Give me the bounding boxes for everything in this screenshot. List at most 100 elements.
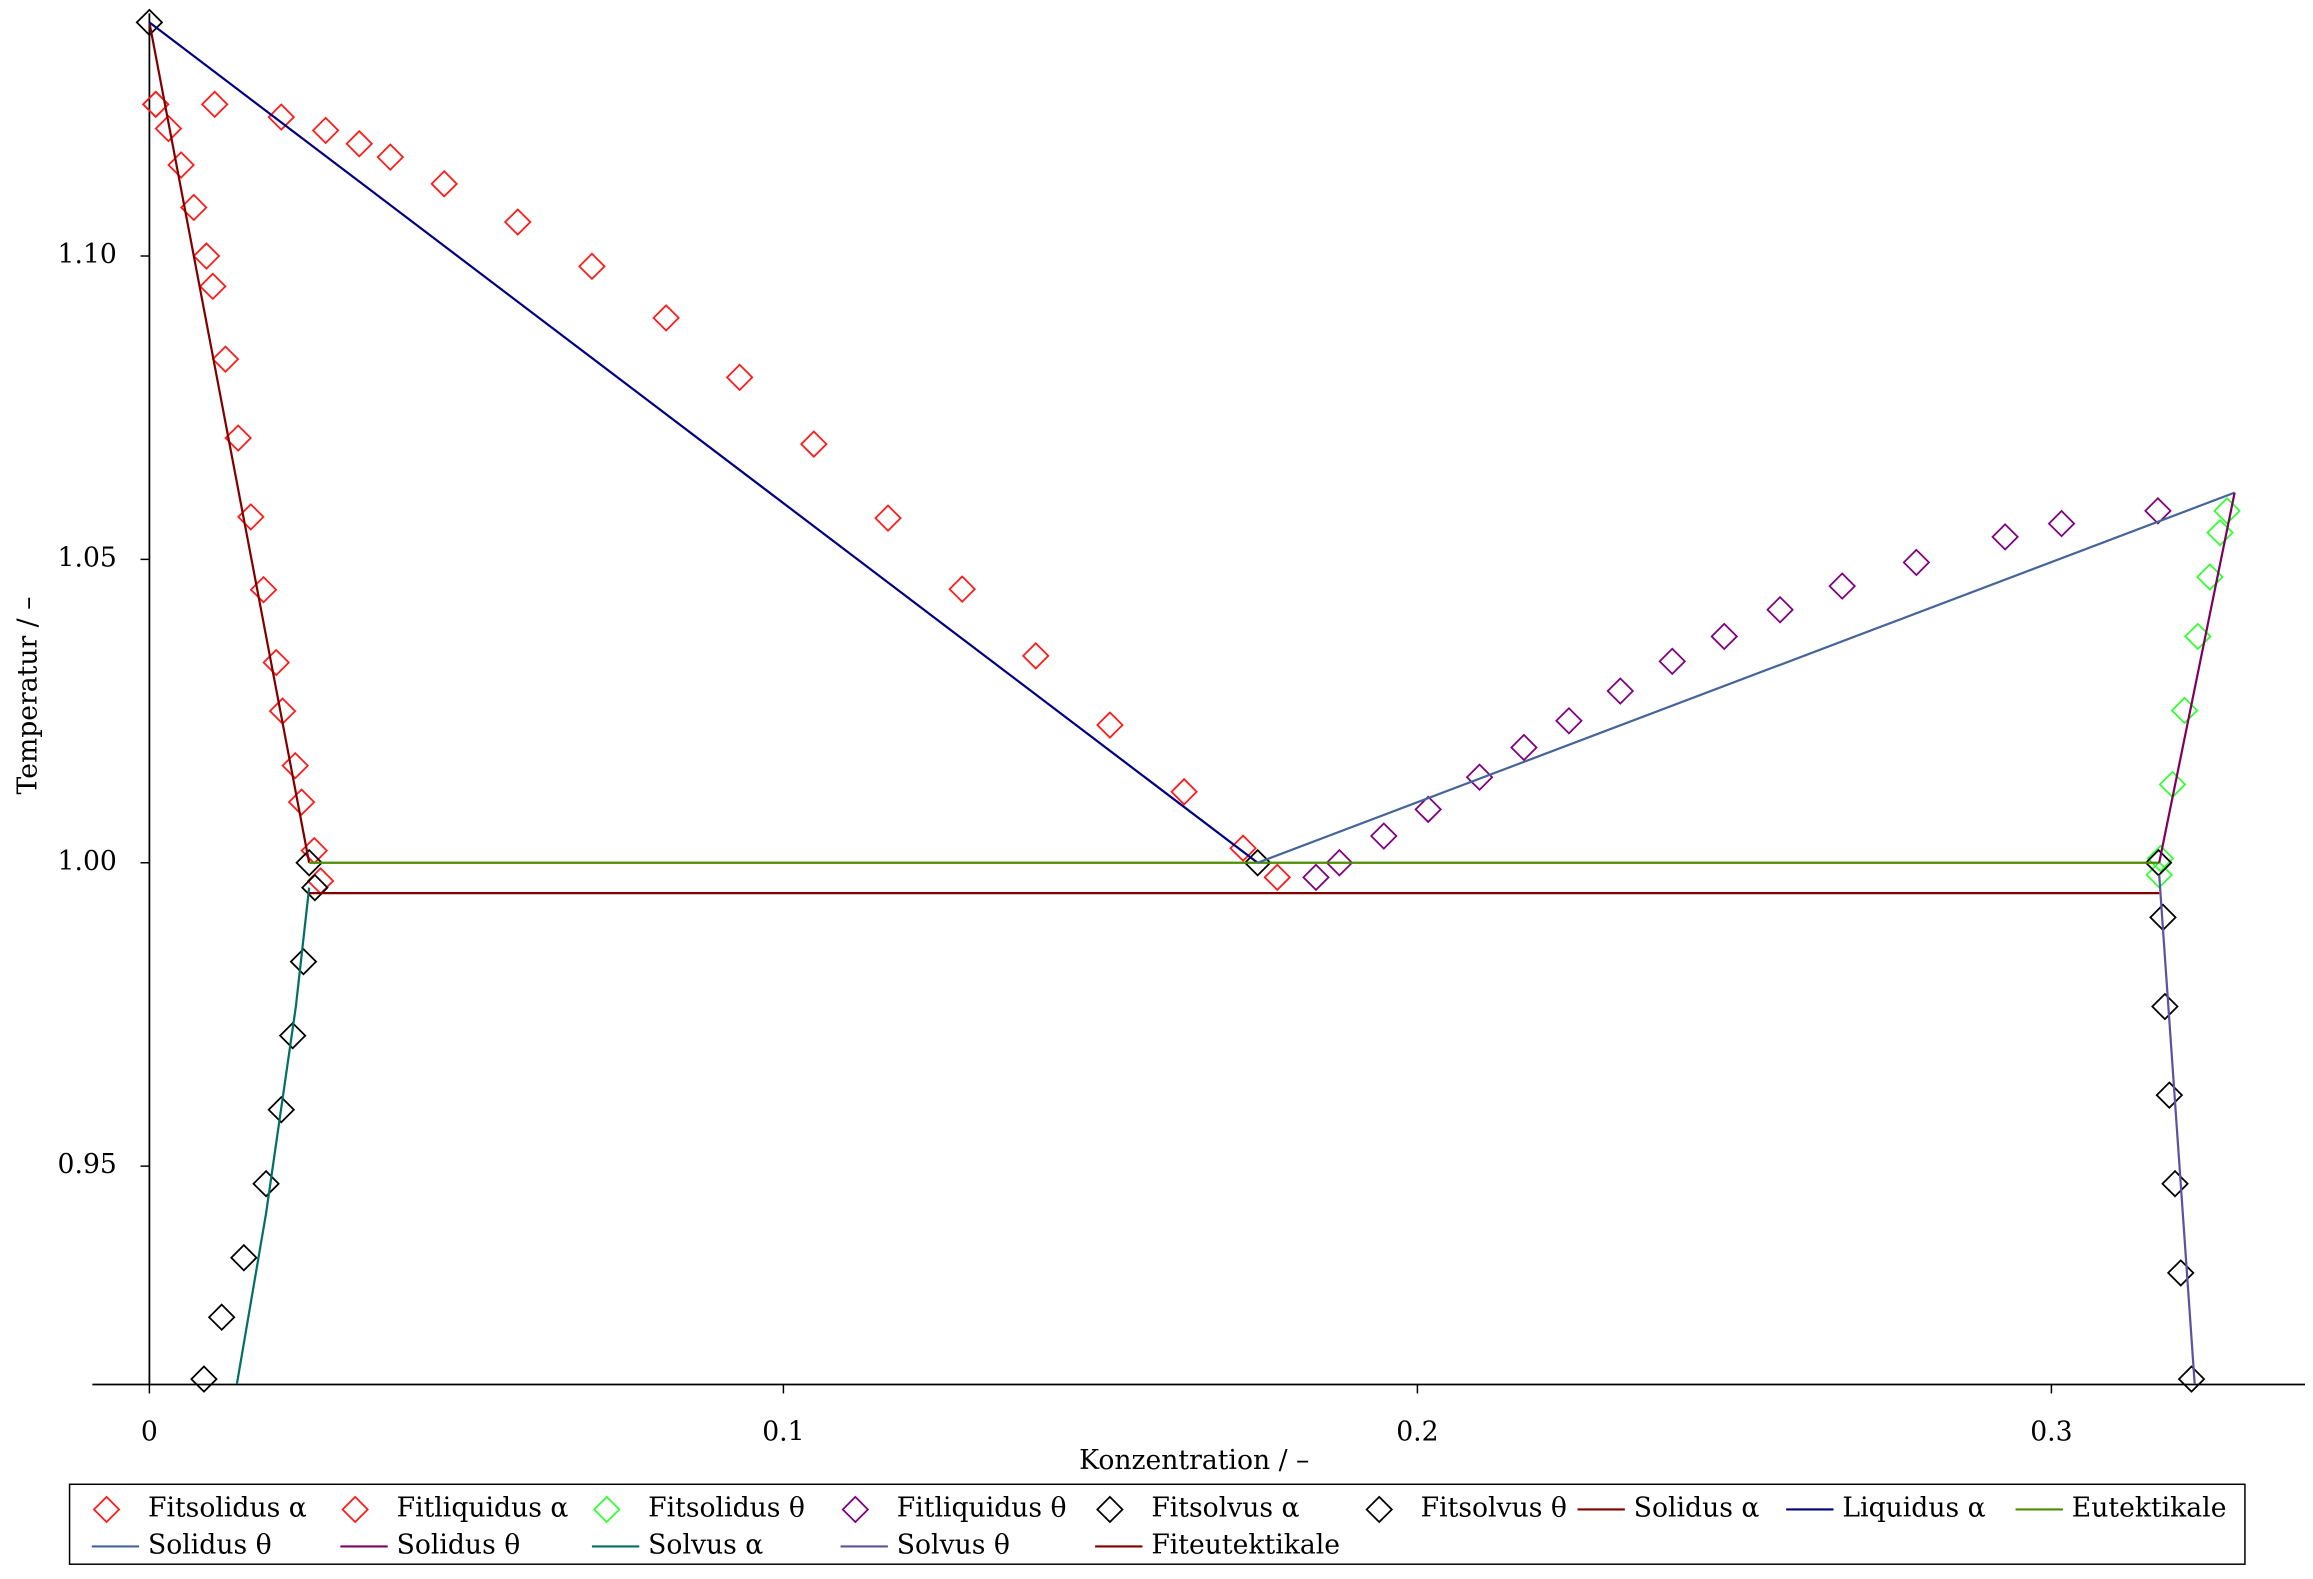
legend-label: Fiteutektikale — [1151, 1529, 1340, 1560]
point — [167, 151, 195, 179]
point — [1263, 863, 1292, 892]
point — [289, 947, 318, 976]
legend-swatch — [1365, 1495, 1394, 1524]
point — [376, 143, 405, 171]
point — [1414, 795, 1443, 824]
point — [800, 430, 828, 458]
point — [198, 272, 227, 301]
x-axis-label: Konzentration / – — [1079, 1445, 1309, 1476]
point — [249, 575, 278, 604]
point — [2213, 497, 2241, 525]
point — [1465, 763, 1494, 792]
y-tick-label: 1.05 — [58, 542, 117, 573]
point — [301, 873, 329, 902]
point — [1991, 523, 2019, 551]
legend-label: Fitsolvus θ — [1421, 1492, 1567, 1523]
point — [725, 363, 754, 392]
point — [278, 1021, 307, 1050]
point — [430, 169, 459, 198]
point — [2047, 509, 2076, 538]
point — [1828, 572, 1857, 600]
point — [2155, 1081, 2184, 1109]
legend-label: Fitsolidus α — [148, 1492, 307, 1523]
series-line — [235, 887, 311, 1385]
point — [311, 116, 340, 145]
point — [1302, 863, 1330, 892]
point — [207, 1303, 236, 1332]
legend-swatch — [841, 1495, 870, 1524]
series-line — [148, 22, 311, 863]
series-line — [1257, 491, 2236, 864]
point — [1096, 711, 1124, 739]
series-line — [148, 21, 1259, 864]
series-line — [2158, 874, 2196, 1385]
point — [281, 751, 310, 780]
point — [224, 424, 252, 452]
legend-swatch — [1096, 1495, 1124, 1524]
point — [1021, 642, 1050, 670]
legend-box — [68, 1483, 2246, 1565]
legend-label: Solidus α — [1634, 1492, 1760, 1523]
legend-swatch — [92, 1495, 121, 1524]
legend-label: Solidus θ — [148, 1529, 272, 1560]
x-tick-label: 0.2 — [1396, 1416, 1438, 1447]
point — [135, 8, 164, 37]
point — [1555, 706, 1583, 735]
point — [578, 252, 606, 281]
point — [1510, 733, 1538, 762]
y-tick-label: 1.00 — [58, 846, 117, 877]
point — [295, 848, 324, 877]
legend-label: Solidus θ — [397, 1529, 521, 1560]
point — [2151, 992, 2179, 1021]
point — [1766, 595, 1794, 624]
point — [267, 1095, 296, 1124]
point — [2146, 844, 2175, 873]
y-tick-label: 1.10 — [58, 239, 117, 270]
point — [1325, 848, 1354, 877]
point — [190, 1365, 218, 1393]
point — [1606, 677, 1635, 705]
point — [154, 114, 183, 143]
point — [345, 129, 374, 158]
point — [1658, 647, 1687, 676]
legend-label: Solvus θ — [897, 1529, 1010, 1560]
point — [192, 242, 221, 270]
series-line — [2158, 492, 2236, 863]
x-tick-label: 0.1 — [762, 1416, 804, 1447]
point — [2170, 696, 2199, 725]
point — [200, 90, 229, 119]
y-tick-label: 0.95 — [58, 1149, 117, 1180]
point — [262, 648, 291, 677]
point — [1710, 622, 1739, 651]
x-tick-label: 0.3 — [2030, 1416, 2072, 1447]
point — [874, 504, 902, 532]
point — [2177, 1365, 2206, 1393]
point — [1369, 822, 1398, 850]
point — [287, 788, 316, 816]
legend-swatch — [341, 1495, 369, 1524]
y-axis-label: Temperatur / – — [13, 597, 44, 795]
legend-label: Fitsolidus θ — [648, 1492, 805, 1523]
legend-label: Fitliquidus θ — [897, 1492, 1067, 1523]
point — [1902, 548, 1931, 577]
legend-label: Eutektikale — [2072, 1492, 2227, 1523]
point — [230, 1243, 258, 1272]
point — [2161, 1169, 2189, 1198]
point — [252, 1169, 280, 1198]
legend-label: Solvus α — [648, 1529, 763, 1560]
point — [267, 103, 296, 131]
legend-label: Fitsolvus α — [1151, 1492, 1299, 1523]
x-tick-label: 0 — [141, 1416, 158, 1447]
point — [503, 208, 532, 236]
legend-swatch — [592, 1495, 621, 1524]
legend-label: Liquidus α — [1842, 1492, 1985, 1523]
point — [211, 345, 240, 373]
legend-label: Fitliquidus α — [397, 1492, 569, 1523]
point — [1170, 777, 1198, 806]
point — [948, 575, 977, 603]
point — [652, 304, 680, 332]
point — [179, 193, 208, 222]
point — [2144, 497, 2172, 525]
